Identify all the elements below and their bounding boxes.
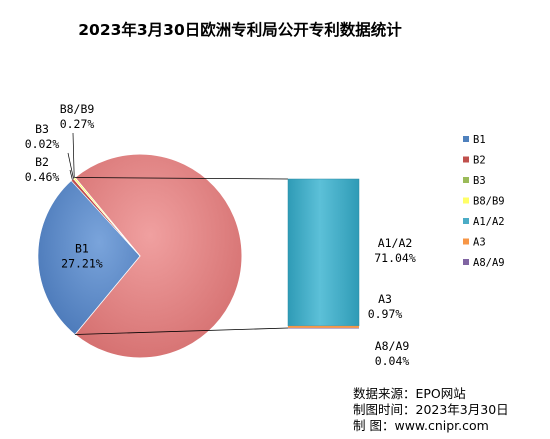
connector-line-bottom: [74, 327, 289, 335]
secondary-bar: [287, 178, 360, 329]
leader-line-b2: [69, 169, 73, 180]
source-line-3: 制 图：www.cnipr.com: [353, 418, 489, 433]
legend-swatch: [463, 218, 469, 224]
pie: [37, 153, 243, 359]
connector-lines: [74, 177, 289, 335]
legend-item-b8-b9: B8/B9: [463, 196, 505, 208]
data-label-b2: B2 0.46%: [25, 155, 60, 184]
legend-item-b2: B2: [463, 155, 486, 167]
legend-item-b1: B1: [463, 134, 486, 146]
legend-swatch: [463, 177, 469, 183]
legend-swatch: [463, 197, 469, 204]
source-line-2: 制图时间：2023年3月30日: [353, 402, 509, 417]
legend-swatch: [463, 259, 469, 265]
data-label-b3: B3 0.02%: [25, 122, 60, 151]
data-labels: B1 27.21% B2 0.46% B3 0.02%B8/B9 0.27% A1/A2 71.…: [25, 102, 416, 368]
legend-swatch: [463, 136, 469, 142]
legend: B1 B2 B3 B8/B9 A1/A2 A3 A8/A9: [463, 134, 505, 269]
legend-label: B1: [473, 134, 486, 146]
legend-label: B3: [473, 175, 486, 187]
legend-label: A8/A9: [473, 257, 505, 269]
legend-label: A1/A2: [473, 216, 505, 228]
pie-slice-other: [74, 153, 243, 359]
leader-line-b8-b9: [72, 132, 75, 179]
bar-segment-a1-a2: [287, 178, 360, 327]
legend-label: B8/B9: [473, 196, 505, 208]
legend-item-a8-a9: A8/A9: [463, 257, 505, 269]
legend-swatch: [463, 238, 469, 245]
legend-label: A3: [473, 237, 486, 249]
connector-line-top: [74, 177, 289, 180]
data-label-b8-b9: B8/B9 0.27%: [60, 102, 95, 131]
legend-item-a3: A3: [463, 237, 486, 249]
source-line-1: 数据来源：EPO网站: [353, 386, 466, 401]
bar-segment-a8-a9: [288, 327, 359, 329]
bar-segment-a3: [288, 325, 359, 328]
legend-item-b3: B3: [463, 175, 486, 187]
data-label-a3: A3 0.97%: [368, 292, 403, 321]
data-label-a8-a9: A8/A9 0.04%: [375, 339, 410, 368]
data-label-a1-a2: A1/A2 71.04%: [374, 236, 416, 265]
pie-slice-b1: [37, 180, 141, 335]
chart-title: 2023年3月30日欧洲专利局公开专利数据统计: [78, 20, 402, 39]
legend-label: B2: [473, 155, 486, 167]
legend-swatch: [463, 156, 469, 163]
data-label-b1: B1 27.21%: [61, 241, 103, 270]
legend-item-a1-a2: A1/A2: [463, 216, 505, 228]
leader-line-b3: [67, 152, 74, 179]
